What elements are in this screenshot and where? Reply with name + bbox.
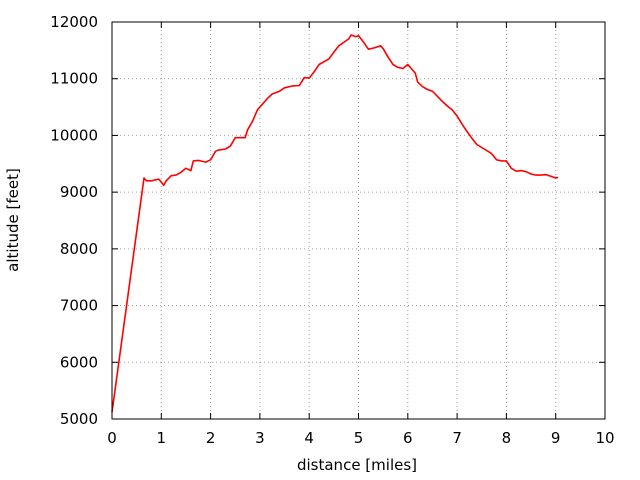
x-tick-label: 4 — [304, 429, 314, 447]
y-tick-label: 5000 — [60, 410, 98, 428]
x-tick-label: 6 — [403, 429, 413, 447]
series-line-0 — [111, 34, 559, 413]
x-tick-label: 3 — [255, 429, 265, 447]
plot-area-frame — [111, 21, 606, 420]
series-layer — [111, 34, 559, 413]
y-tick-label: 8000 — [60, 240, 98, 258]
x-tick-label: 8 — [502, 429, 512, 447]
y-tick-label: 10000 — [50, 126, 98, 144]
y-tick-label: 6000 — [60, 353, 98, 371]
y-tick-label: 7000 — [60, 297, 98, 315]
y-tick-label: 12000 — [50, 13, 98, 31]
x-tick-label: 0 — [107, 429, 117, 447]
axis-ticks — [111, 21, 606, 420]
x-axis-label: distance [miles] — [297, 456, 417, 474]
grid-lines — [112, 22, 605, 419]
tick-labels: 0 1 2 3 4 5 6 7 8 9 10 5000 6000 7000 8000 9000 10000 110… — [50, 13, 614, 447]
y-axis-label: altitude [feet] — [4, 168, 22, 272]
y-tick-label: 11000 — [50, 70, 98, 88]
x-tick-label: 7 — [452, 429, 462, 447]
x-tick-label: 10 — [595, 429, 614, 447]
x-tick-label: 9 — [551, 429, 561, 447]
x-tick-label: 1 — [157, 429, 167, 447]
y-tick-label: 9000 — [60, 183, 98, 201]
x-tick-label: 2 — [206, 429, 216, 447]
x-tick-label: 5 — [354, 429, 364, 447]
